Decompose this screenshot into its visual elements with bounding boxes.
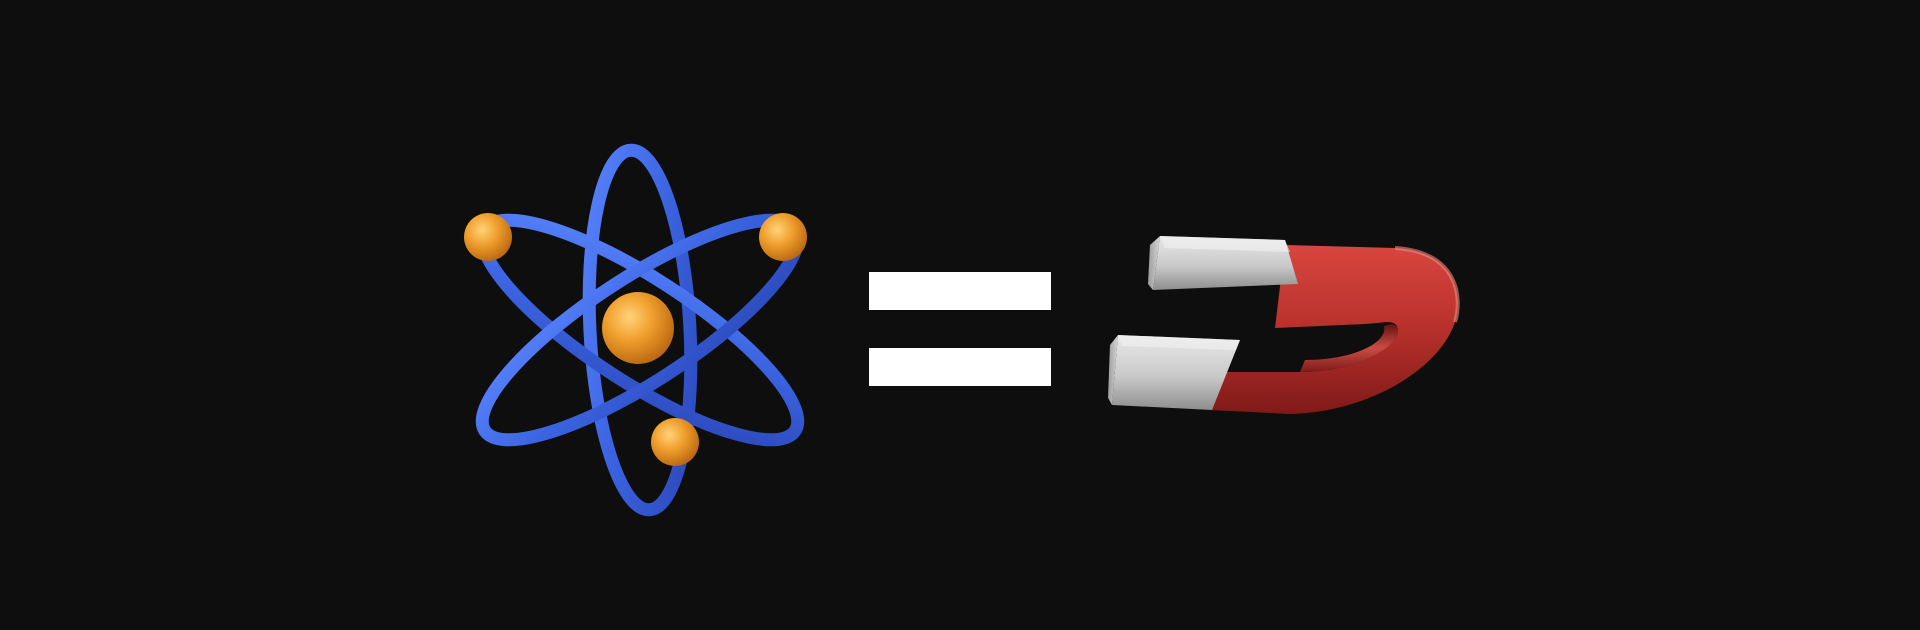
atom-nucleus bbox=[602, 292, 674, 364]
equals-bar-top bbox=[869, 272, 1051, 310]
equals-bar-bottom bbox=[869, 348, 1051, 386]
atom-icon bbox=[464, 143, 807, 517]
magnet-pole-bottom bbox=[1108, 335, 1240, 410]
magnet-pole-top bbox=[1148, 236, 1298, 290]
orbit-ring-vertical bbox=[582, 143, 698, 517]
horseshoe-magnet-icon bbox=[1108, 236, 1460, 414]
magnet-red-body bbox=[1210, 245, 1458, 414]
electron-top-right bbox=[759, 213, 807, 261]
equals-sign-icon bbox=[869, 272, 1051, 386]
magnet-inner-curve bbox=[1300, 324, 1399, 372]
electron-bottom bbox=[651, 418, 699, 466]
magnet-rim-highlight bbox=[1394, 246, 1460, 323]
electron-top-left bbox=[464, 213, 512, 261]
